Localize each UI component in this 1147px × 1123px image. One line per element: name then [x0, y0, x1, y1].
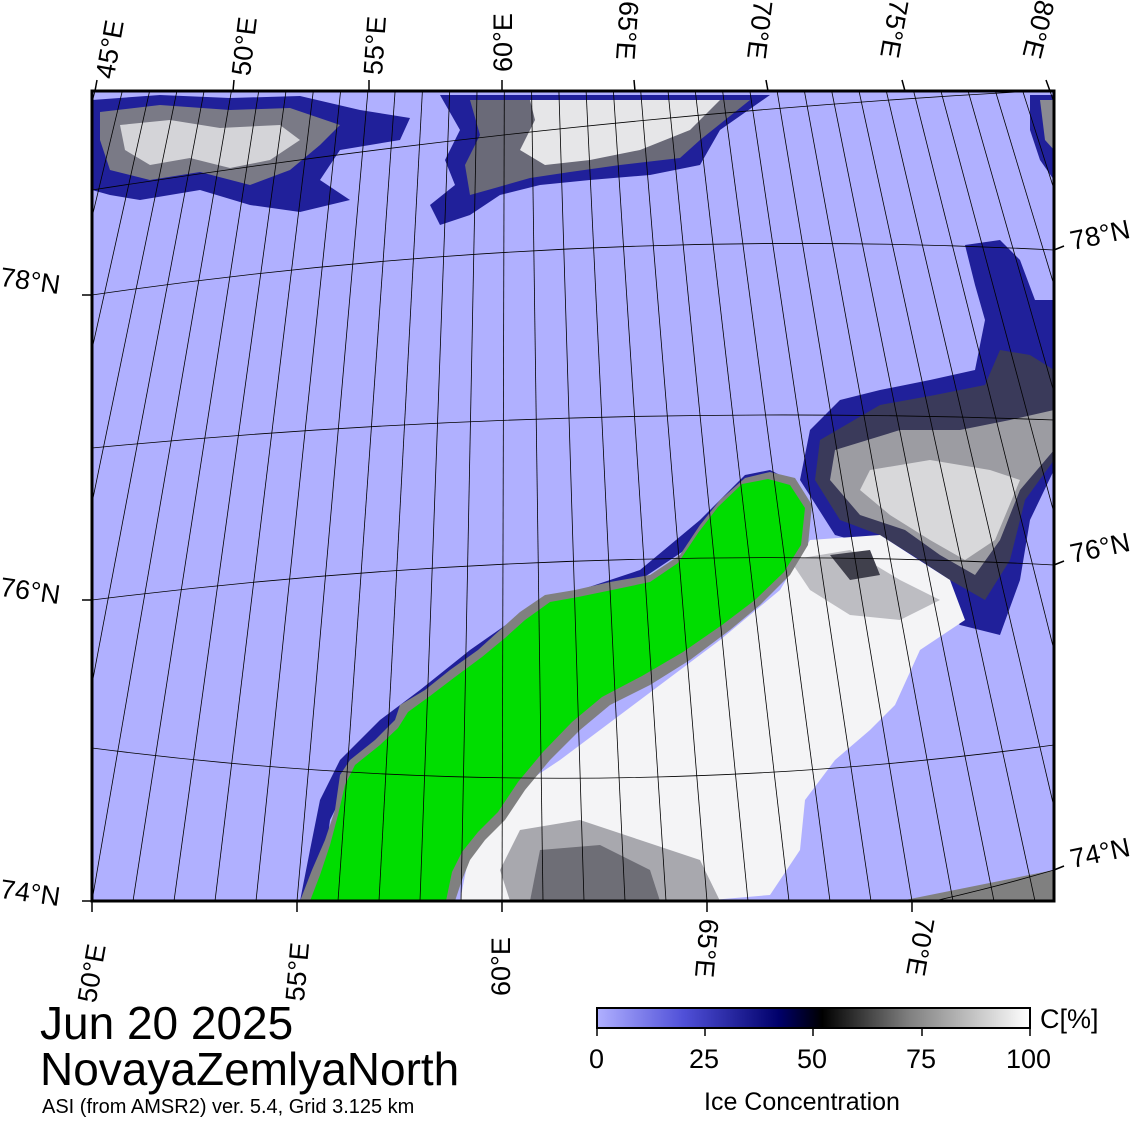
meridian-line: [296, 91, 369, 901]
meridian-line: [531, 91, 544, 901]
mainland-corner: [900, 870, 1054, 901]
colorbar: [596, 1007, 1031, 1029]
meridian-line: [378, 91, 423, 901]
top-lon-label: 70°E: [741, 0, 778, 61]
meridian-line: [831, 91, 995, 901]
meridian-line: [613, 91, 667, 901]
meridian-line: [776, 91, 913, 901]
top-lon-label: 55°E: [358, 15, 393, 76]
meridian-line: [92, 91, 150, 352]
bottom-lon-label: 55°E: [280, 941, 316, 1003]
top-lon-label: 65°E: [609, 0, 644, 61]
meridian-line: [1077, 91, 1147, 901]
meridian-line: [419, 91, 451, 901]
meridian-line: [940, 91, 1054, 515]
colorbar-tick-label: 0: [589, 1044, 605, 1074]
meridian-line: [694, 91, 790, 901]
map-frame: [90, 89, 1056, 903]
map-date: Jun 20 2025: [40, 997, 294, 1049]
meridian-line: [132, 91, 260, 901]
colorbar-title: Ice Concentration: [704, 1088, 900, 1116]
meridian-line: [558, 91, 585, 901]
meridian-line: [804, 91, 954, 901]
region-name: NovayaZemlyaNorth: [40, 1043, 460, 1095]
meridian-line: [214, 91, 314, 901]
meridian-line: [749, 91, 872, 901]
data-source: ASI (from AMSR2) ver. 5.4, Grid 3.125 km: [42, 1096, 415, 1118]
meridian-line: [1105, 91, 1147, 901]
meridian-line: [173, 91, 287, 901]
ice-kara-sea: [460, 535, 965, 901]
meridian-line: [255, 91, 341, 901]
colorbar-tick-label: 50: [797, 1044, 828, 1074]
meridian-line: [460, 91, 478, 901]
meridian-line: [885, 91, 1054, 809]
meridian-line: [92, 91, 96, 105]
colorbar-ticks: [596, 1028, 1031, 1036]
meridian-line: [92, 91, 232, 901]
meridian-line: [337, 91, 396, 901]
parallel-line: [92, 91, 1043, 191]
tick-marks: [82, 79, 1065, 912]
meridian-line: [913, 91, 1054, 652]
meridian-line: [0, 91, 68, 901]
graticule: [92, 91, 1054, 901]
ice-top-right: [1030, 95, 1054, 180]
top-lon-label: 60°E: [488, 13, 518, 72]
meridian-line: [858, 91, 1036, 901]
ice-top-center: [430, 95, 770, 225]
meridian-line: [92, 91, 205, 687]
colorbar-tick-label: 100: [1006, 1044, 1052, 1074]
colorbar-tick-label: 25: [689, 1044, 720, 1074]
meridian-line: [1049, 91, 1054, 105]
meridian-line: [967, 91, 1054, 394]
ice-top-left: [92, 95, 410, 212]
bottom-lon-label: 65°E: [688, 917, 724, 979]
meridian-line: [501, 91, 505, 901]
meridians: [0, 91, 1147, 901]
colorbar-unit: C[%]: [1040, 1004, 1099, 1034]
meridian-line: [667, 91, 749, 901]
meridian-line: [585, 91, 626, 901]
meridian-line: [640, 91, 708, 901]
top-lon-label: 50°E: [226, 15, 263, 78]
meridian-line: [722, 91, 831, 901]
meridian-line: [995, 91, 1054, 287]
bottom-lon-label: 60°E: [486, 937, 516, 996]
colorbar-tick-label: 75: [906, 1044, 937, 1074]
